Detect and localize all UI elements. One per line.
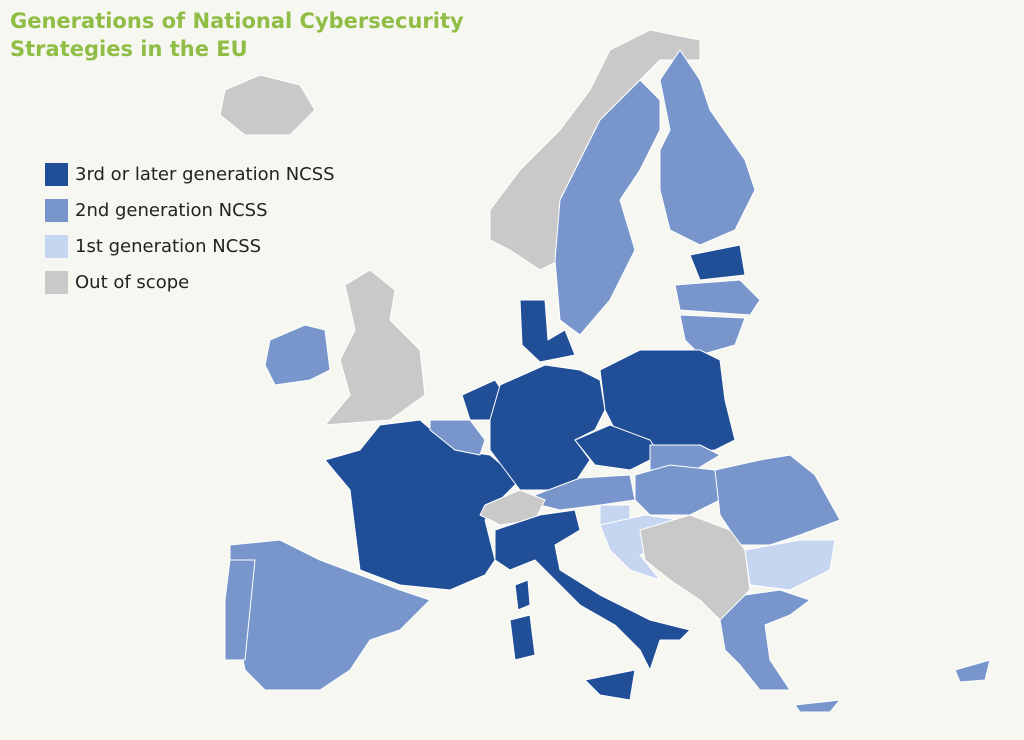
country <box>264 324 331 386</box>
country <box>794 699 841 713</box>
legend-swatch <box>45 199 68 222</box>
country <box>744 539 836 591</box>
legend-swatch <box>45 163 68 186</box>
country <box>489 29 701 271</box>
country <box>954 659 991 683</box>
country <box>719 589 811 691</box>
country <box>324 269 426 426</box>
legend-label: Out of scope <box>75 272 189 293</box>
legend-label: 2nd generation NCSS <box>75 200 268 221</box>
countries <box>219 29 991 713</box>
country <box>519 299 576 363</box>
country <box>649 444 721 471</box>
country <box>429 419 486 456</box>
country <box>689 244 746 281</box>
title-line: Generations of National Cybersecurity <box>10 9 464 33</box>
country <box>219 74 316 136</box>
legend-swatch <box>45 235 68 258</box>
country <box>679 314 746 356</box>
country <box>324 419 521 591</box>
country <box>494 509 691 671</box>
country <box>224 559 256 661</box>
country <box>674 279 761 316</box>
legend-label: 1st generation NCSS <box>75 236 261 257</box>
legend: 3rd or later generation NCSS 2nd generati… <box>45 163 335 294</box>
title-line: Strategies in the EU <box>10 37 248 61</box>
country <box>659 49 756 246</box>
legend-swatch <box>45 271 68 294</box>
country <box>634 464 721 516</box>
country <box>599 349 736 456</box>
country <box>554 79 661 336</box>
country <box>514 579 531 611</box>
country <box>584 669 636 701</box>
country <box>509 614 536 661</box>
country <box>534 474 636 511</box>
legend-label: 3rd or later generation NCSS <box>75 164 335 185</box>
